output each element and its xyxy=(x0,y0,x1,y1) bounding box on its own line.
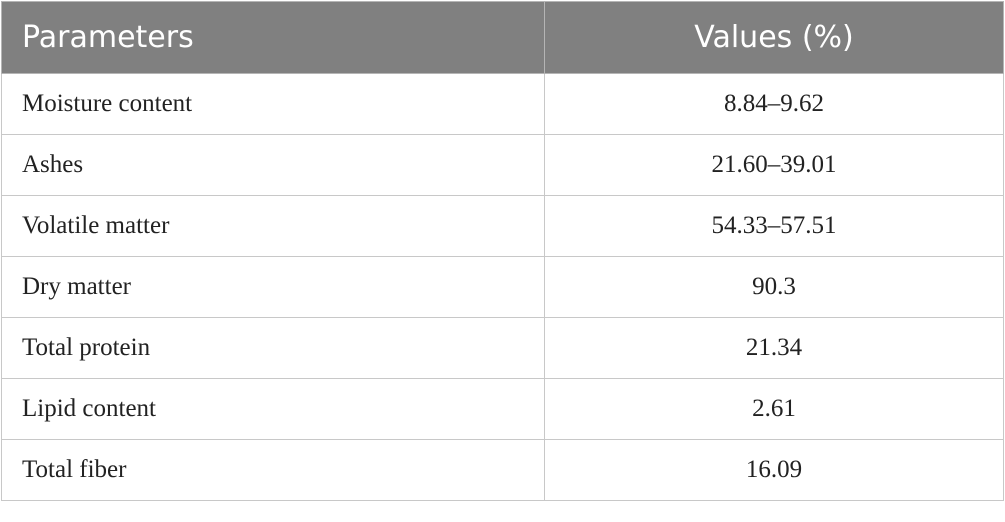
value-cell: 21.34 xyxy=(544,317,1004,379)
parameter-cell: Lipid content xyxy=(1,378,545,440)
table-row: Total protein 21.34 xyxy=(1,317,1004,379)
table-row: Total fiber 16.09 xyxy=(1,439,1004,501)
table-row: Moisture content 8.84–9.62 xyxy=(1,73,1004,135)
table-row: Volatile matter 54.33–57.51 xyxy=(1,195,1004,257)
value-cell: 21.60–39.01 xyxy=(544,134,1004,196)
header-cell: Parameters xyxy=(1,1,545,74)
data-table: Parameters Values (%) Moisture content 8.… xyxy=(1,1,1004,501)
value-cell: 2.61 xyxy=(544,378,1004,440)
parameter-cell: Ashes xyxy=(1,134,545,196)
parameter-cell: Moisture content xyxy=(1,73,545,135)
value-cell: 90.3 xyxy=(544,256,1004,318)
parameter-cell: Dry matter xyxy=(1,256,545,318)
header-cell: Values (%) xyxy=(544,1,1004,74)
table-body: Moisture content 8.84–9.62 Ashes 21.60–39.0… xyxy=(1,73,1004,501)
value-cell: 16.09 xyxy=(544,439,1004,501)
table-header: Parameters Values (%) xyxy=(1,1,1004,74)
value-cell: 54.33–57.51 xyxy=(544,195,1004,257)
parameter-cell: Volatile matter xyxy=(1,195,545,257)
value-cell: 8.84–9.62 xyxy=(544,73,1004,135)
table-row: Ashes 21.60–39.01 xyxy=(1,134,1004,196)
table-row: Lipid content 2.61 xyxy=(1,378,1004,440)
parameter-cell: Total fiber xyxy=(1,439,545,501)
table-row: Dry matter 90.3 xyxy=(1,256,1004,318)
parameter-cell: Total protein xyxy=(1,317,545,379)
header-row: Parameters Values (%) xyxy=(1,1,1004,74)
